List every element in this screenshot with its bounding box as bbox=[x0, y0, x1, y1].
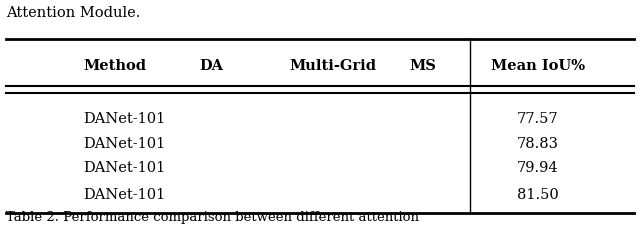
Text: ✓: ✓ bbox=[331, 161, 335, 175]
Text: 78.83: 78.83 bbox=[516, 136, 559, 150]
Text: Attention Module.: Attention Module. bbox=[6, 6, 141, 20]
Text: Multi-Grid: Multi-Grid bbox=[289, 58, 376, 72]
Text: 79.94: 79.94 bbox=[516, 161, 559, 175]
Text: ✓: ✓ bbox=[331, 188, 335, 202]
Text: 81.50: 81.50 bbox=[516, 188, 559, 202]
Text: MS: MS bbox=[409, 58, 436, 72]
Text: DANet-101: DANet-101 bbox=[83, 188, 166, 202]
Text: 77.57: 77.57 bbox=[516, 111, 559, 125]
Text: ✓: ✓ bbox=[209, 161, 213, 175]
Text: DANet-101: DANet-101 bbox=[83, 136, 166, 150]
Text: ✓: ✓ bbox=[209, 188, 213, 202]
Text: DANet-101: DANet-101 bbox=[83, 161, 166, 175]
Text: DA: DA bbox=[199, 58, 223, 72]
Text: Mean IoU%: Mean IoU% bbox=[490, 58, 585, 72]
Text: ✓: ✓ bbox=[420, 188, 424, 202]
Text: DANet-101: DANet-101 bbox=[83, 111, 166, 125]
Text: Table 2. Performance comparison between different attention: Table 2. Performance comparison between … bbox=[6, 210, 419, 223]
Text: Method: Method bbox=[83, 58, 146, 72]
Text: ✓: ✓ bbox=[209, 136, 213, 150]
